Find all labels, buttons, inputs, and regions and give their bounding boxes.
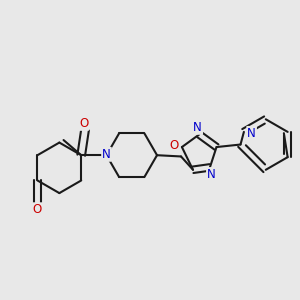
Text: O: O (170, 139, 179, 152)
Text: N: N (193, 121, 202, 134)
Text: N: N (207, 168, 216, 181)
Text: N: N (247, 127, 256, 140)
Text: O: O (33, 203, 42, 216)
Text: N: N (102, 148, 111, 161)
Text: O: O (79, 117, 88, 130)
